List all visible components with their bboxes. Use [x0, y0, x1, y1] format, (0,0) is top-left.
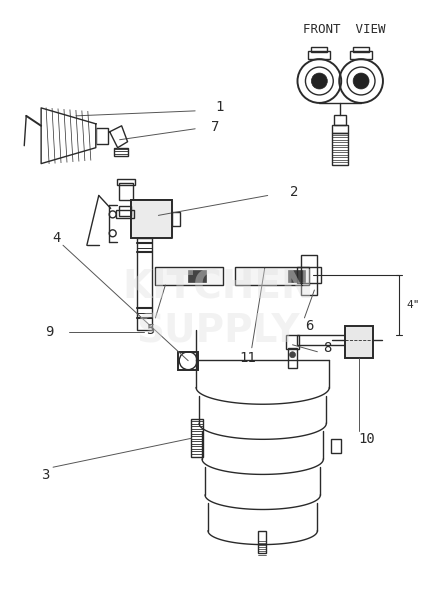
Bar: [353, 47, 369, 52]
Bar: [288, 347, 298, 368]
Text: 1: 1: [216, 100, 224, 114]
Bar: [156, 267, 223, 285]
Bar: [334, 115, 346, 125]
Bar: [136, 238, 153, 330]
Polygon shape: [131, 200, 172, 238]
Bar: [331, 439, 341, 453]
Bar: [288, 270, 305, 282]
Bar: [118, 183, 132, 200]
Bar: [191, 419, 203, 457]
Bar: [285, 335, 299, 349]
Circle shape: [312, 73, 327, 89]
Text: 5: 5: [146, 323, 155, 337]
Bar: [235, 267, 309, 285]
Bar: [117, 178, 135, 184]
Circle shape: [353, 73, 369, 89]
Text: 7: 7: [211, 120, 219, 134]
Bar: [172, 212, 180, 227]
Bar: [345, 326, 373, 358]
Text: 2: 2: [290, 186, 299, 199]
Bar: [332, 133, 348, 165]
Text: 10: 10: [359, 432, 375, 447]
Bar: [258, 531, 266, 553]
Bar: [309, 51, 330, 59]
Bar: [116, 211, 134, 218]
Bar: [131, 200, 172, 238]
Bar: [350, 51, 372, 59]
Text: 4: 4: [52, 231, 60, 246]
Bar: [332, 125, 348, 133]
Bar: [298, 335, 349, 345]
Text: 3: 3: [41, 468, 49, 482]
Bar: [312, 47, 327, 52]
Text: 4": 4": [407, 300, 420, 310]
Bar: [118, 206, 131, 216]
Bar: [114, 148, 128, 156]
Circle shape: [290, 352, 295, 358]
Polygon shape: [41, 108, 96, 164]
Bar: [302, 255, 317, 295]
Bar: [96, 128, 108, 144]
Text: 6: 6: [305, 319, 314, 333]
Bar: [188, 270, 206, 282]
Bar: [298, 267, 321, 283]
Bar: [178, 352, 198, 369]
Text: 11: 11: [239, 350, 256, 365]
Polygon shape: [110, 126, 128, 148]
Text: FRONT  VIEW: FRONT VIEW: [303, 23, 385, 36]
Text: KITCHEN
SUPPLY: KITCHEN SUPPLY: [122, 269, 314, 351]
Text: 9: 9: [45, 325, 53, 339]
Text: 8: 8: [323, 341, 332, 355]
